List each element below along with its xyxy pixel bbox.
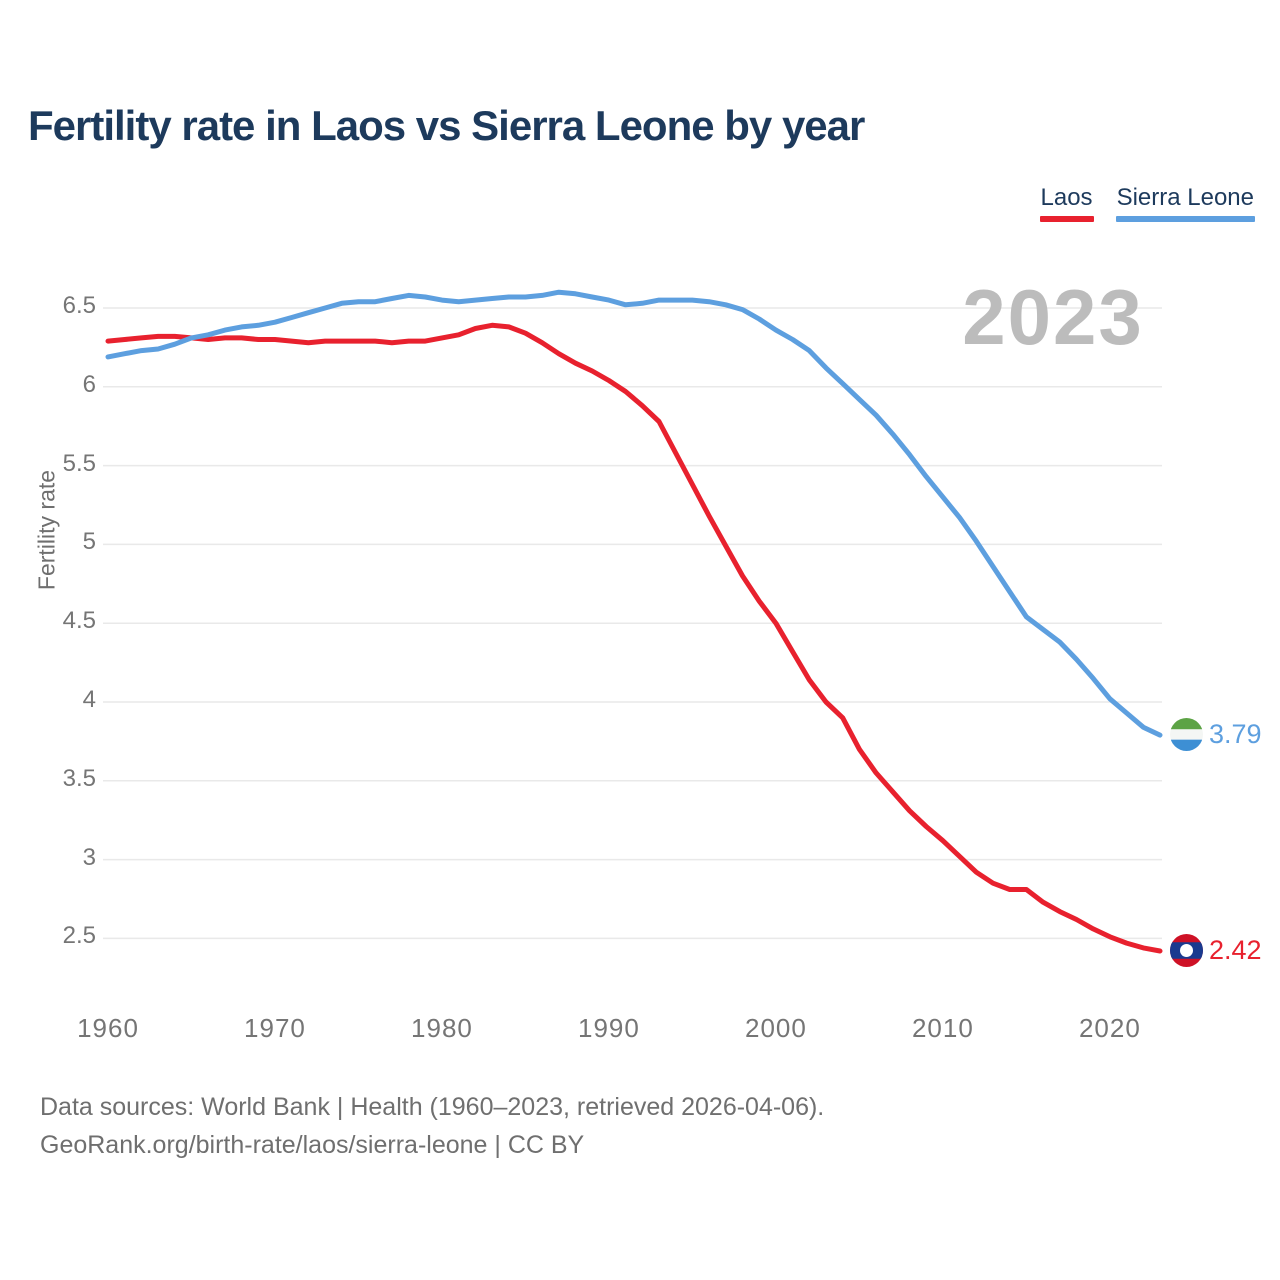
series-lines [105,289,1163,954]
gridlines [103,307,1162,940]
laos-flag-icon [1170,934,1203,967]
y-tick-label: 2.5 [62,922,96,950]
x-tick-label: 2020 [1078,1013,1141,1043]
end-label-sierra-leone: 3.79 [1170,718,1262,751]
legend-label-laos: Laos [1040,184,1093,211]
x-tick-label: 2010 [911,1013,974,1043]
y-tick-label: 4.5 [62,607,96,635]
end-label-laos: 2.42 [1170,934,1262,967]
x-tick-label: 1970 [244,1013,306,1043]
footer-data-sources: Data sources: World Bank | Health (1960–… [40,1093,825,1121]
legend: Laos Sierra Leone [1039,184,1255,222]
y-tick-label: 3 [82,843,96,871]
y-tick-label: 5 [82,528,96,556]
x-tick-label: 1960 [77,1013,139,1043]
legend-swatch-laos [1039,216,1094,222]
year-watermark: 2023 [962,273,1144,361]
y-tick-label: 6 [82,370,96,398]
legend-label-sierra-leone: Sierra Leone [1116,184,1254,211]
x-tick-label: 1990 [578,1013,640,1043]
sierra-leone-line [105,289,1163,738]
laos-line [105,322,1163,954]
x-tick-label: 1980 [411,1013,473,1043]
y-tick-label: 3.5 [62,764,96,792]
y-axis-title: Fertility rate [33,469,60,591]
legend-swatch-sierra-leone [1115,216,1255,222]
end-value-sierra-leone: 3.79 [1209,719,1262,749]
y-tick-label: 4 [82,686,96,713]
sierra-leone-flag-icon [1170,718,1203,751]
y-tick-label: 6.5 [62,292,96,319]
footer-attribution: GeoRank.org/birth-rate/laos/sierra-leone… [40,1131,585,1159]
legend-item-laos[interactable]: Laos [1039,184,1094,222]
x-tick-label: 2000 [744,1013,807,1043]
legend-item-sierra-leone[interactable]: Sierra Leone [1115,184,1255,222]
footer: Data sources: World Bank | Health (1960–… [40,1088,824,1164]
end-value-laos: 2.42 [1209,935,1262,965]
page-title: Fertility rate in Laos vs Sierra Leone b… [28,102,865,149]
y-tick-label: 5.5 [62,449,96,477]
